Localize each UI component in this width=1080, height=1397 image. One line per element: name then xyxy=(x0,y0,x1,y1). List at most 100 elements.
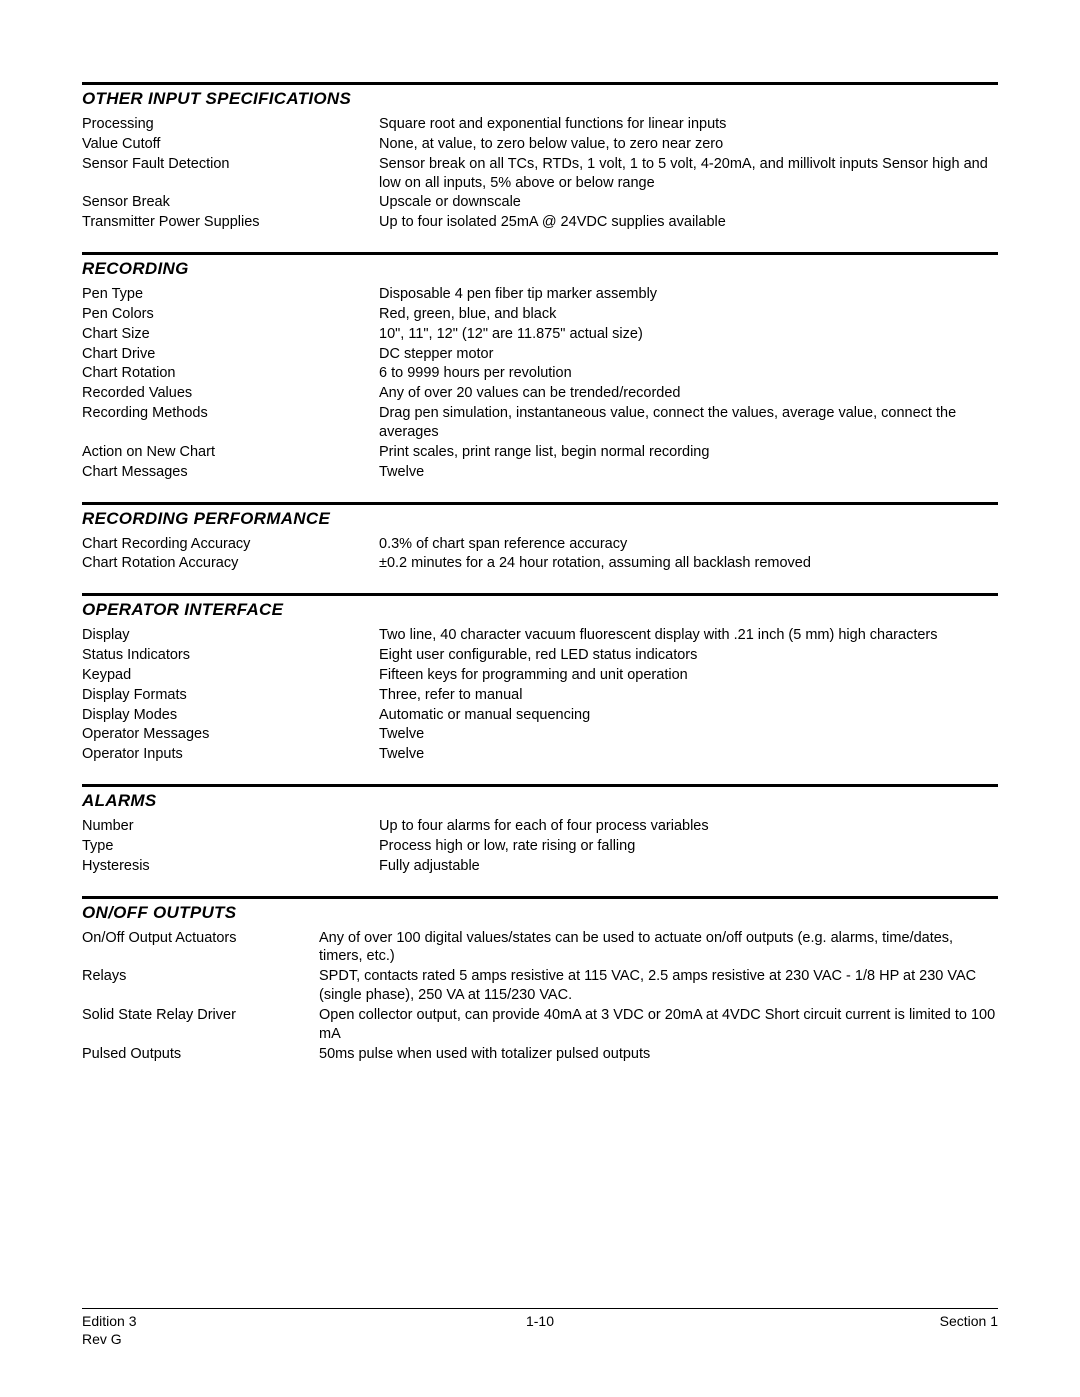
footer-row: Edition 3 1-10 Section 1 xyxy=(82,1313,998,1329)
spec-value: Twelve xyxy=(379,745,998,764)
spec-value: Print scales, print range list, begin no… xyxy=(379,443,998,462)
spec-label: Chart Drive xyxy=(82,345,379,364)
spec-label: On/Off Output Actuators xyxy=(82,929,319,948)
spec-label: Chart Rotation xyxy=(82,364,379,383)
spec-value: Three, refer to manual xyxy=(379,686,998,705)
spec-row: Chart Rotation6 to 9999 hours per revolu… xyxy=(82,364,998,383)
section-rule xyxy=(82,593,998,596)
spec-value: DC stepper motor xyxy=(379,345,998,364)
spec-row: Operator InputsTwelve xyxy=(82,745,998,764)
spec-row: Chart Size10", 11", 12" (12" are 11.875"… xyxy=(82,325,998,344)
spec-label: Transmitter Power Supplies xyxy=(82,213,379,232)
section: ON/OFF OUTPUTS On/Off Output ActuatorsAny… xyxy=(82,896,998,1064)
spec-value: Red, green, blue, and black xyxy=(379,305,998,324)
spec-row: Status IndicatorsEight user configurable… xyxy=(82,646,998,665)
footer-section: Section 1 xyxy=(798,1313,998,1329)
section-title: RECORDING xyxy=(82,259,998,279)
spec-value: SPDT, contacts rated 5 amps resistive at… xyxy=(319,967,998,1005)
spec-value: Upscale or downscale xyxy=(379,193,998,212)
spec-label: Chart Recording Accuracy xyxy=(82,535,379,554)
spec-row: NumberUp to four alarms for each of four… xyxy=(82,817,998,836)
spec-label: Number xyxy=(82,817,379,836)
spec-label: Display xyxy=(82,626,379,645)
spec-label: Recorded Values xyxy=(82,384,379,403)
spec-value: Fully adjustable xyxy=(379,857,998,876)
spec-value: Any of over 20 values can be trended/rec… xyxy=(379,384,998,403)
spec-label: Operator Inputs xyxy=(82,745,379,764)
spec-label: Sensor Break xyxy=(82,193,379,212)
spec-value: Up to four alarms for each of four proce… xyxy=(379,817,998,836)
spec-row: Chart Recording Accuracy0.3% of chart sp… xyxy=(82,535,998,554)
spec-rows: ProcessingSquare root and exponential fu… xyxy=(82,115,998,232)
spec-row: Sensor Fault DetectionSensor break on al… xyxy=(82,155,998,193)
spec-label: Chart Rotation Accuracy xyxy=(82,554,379,573)
spec-row: TypeProcess high or low, rate rising or … xyxy=(82,837,998,856)
spec-row: KeypadFifteen keys for programming and u… xyxy=(82,666,998,685)
spec-row: Pulsed Outputs50ms pulse when used with … xyxy=(82,1045,998,1064)
spec-row: Display FormatsThree, refer to manual xyxy=(82,686,998,705)
spec-value: Fifteen keys for programming and unit op… xyxy=(379,666,998,685)
spec-value: ±0.2 minutes for a 24 hour rotation, ass… xyxy=(379,554,998,573)
spec-rows: Pen TypeDisposable 4 pen fiber tip marke… xyxy=(82,285,998,481)
spec-label: Chart Size xyxy=(82,325,379,344)
spec-value: Sensor break on all TCs, RTDs, 1 volt, 1… xyxy=(379,155,998,193)
section-rule xyxy=(82,784,998,787)
spec-value: 10", 11", 12" (12" are 11.875" actual si… xyxy=(379,325,998,344)
spec-value: Disposable 4 pen fiber tip marker assemb… xyxy=(379,285,998,304)
spec-row: Sensor BreakUpscale or downscale xyxy=(82,193,998,212)
footer-rev: Rev G xyxy=(82,1331,998,1347)
spec-label: Display Modes xyxy=(82,706,379,725)
spec-row: Chart Rotation Accuracy±0.2 minutes for … xyxy=(82,554,998,573)
spec-row: Display ModesAutomatic or manual sequenc… xyxy=(82,706,998,725)
spec-rows: Chart Recording Accuracy0.3% of chart sp… xyxy=(82,535,998,574)
section-title: OPERATOR INTERFACE xyxy=(82,600,998,620)
section-title: ALARMS xyxy=(82,791,998,811)
spec-row: Value CutoffNone, at value, to zero belo… xyxy=(82,135,998,154)
spec-value: Open collector output, can provide 40mA … xyxy=(319,1006,998,1044)
spec-row: Solid State Relay DriverOpen collector o… xyxy=(82,1006,998,1044)
section-title: ON/OFF OUTPUTS xyxy=(82,903,998,923)
spec-label: Recording Methods xyxy=(82,404,379,423)
spec-label: Solid State Relay Driver xyxy=(82,1006,319,1025)
spec-row: RelaysSPDT, contacts rated 5 amps resist… xyxy=(82,967,998,1005)
spec-label: Sensor Fault Detection xyxy=(82,155,379,174)
spec-rows: NumberUp to four alarms for each of four… xyxy=(82,817,998,876)
spec-label: Pulsed Outputs xyxy=(82,1045,319,1064)
spec-label: Operator Messages xyxy=(82,725,379,744)
spec-value: None, at value, to zero below value, to … xyxy=(379,135,998,154)
spec-value: Square root and exponential functions fo… xyxy=(379,115,998,134)
spec-value: Automatic or manual sequencing xyxy=(379,706,998,725)
spec-label: Hysteresis xyxy=(82,857,379,876)
spec-label: Keypad xyxy=(82,666,379,685)
section-rule xyxy=(82,896,998,899)
section-rule xyxy=(82,502,998,505)
page: OTHER INPUT SPECIFICATIONSProcessingSqua… xyxy=(0,0,1080,1397)
spec-row: HysteresisFully adjustable xyxy=(82,857,998,876)
spec-value: 50ms pulse when used with totalizer puls… xyxy=(319,1045,998,1064)
footer-page: 1-10 xyxy=(282,1313,798,1329)
section: OPERATOR INTERFACE DisplayTwo line, 40 ch… xyxy=(82,593,998,764)
spec-value: Two line, 40 character vacuum fluorescen… xyxy=(379,626,998,645)
spec-value: Any of over 100 digital values/states ca… xyxy=(319,929,998,967)
spec-value: 0.3% of chart span reference accuracy xyxy=(379,535,998,554)
spec-label: Display Formats xyxy=(82,686,379,705)
footer-rule xyxy=(82,1308,998,1309)
spec-value: Twelve xyxy=(379,463,998,482)
spec-row: Chart DriveDC stepper motor xyxy=(82,345,998,364)
spec-value: Up to four isolated 25mA @ 24VDC supplie… xyxy=(379,213,998,232)
spec-row: Pen TypeDisposable 4 pen fiber tip marke… xyxy=(82,285,998,304)
spec-rows: DisplayTwo line, 40 character vacuum flu… xyxy=(82,626,998,764)
spec-value: Process high or low, rate rising or fall… xyxy=(379,837,998,856)
footer-edition: Edition 3 xyxy=(82,1313,282,1329)
spec-row: ProcessingSquare root and exponential fu… xyxy=(82,115,998,134)
spec-row: DisplayTwo line, 40 character vacuum flu… xyxy=(82,626,998,645)
spec-row: Recording MethodsDrag pen simulation, in… xyxy=(82,404,998,442)
spec-label: Chart Messages xyxy=(82,463,379,482)
spec-label: Value Cutoff xyxy=(82,135,379,154)
spec-label: Processing xyxy=(82,115,379,134)
section-rule xyxy=(82,82,998,85)
section: RECORDING Pen TypeDisposable 4 pen fiber … xyxy=(82,252,998,481)
footer: Edition 3 1-10 Section 1 Rev G xyxy=(82,1308,998,1347)
sections: OTHER INPUT SPECIFICATIONSProcessingSqua… xyxy=(82,82,998,1064)
spec-label: Status Indicators xyxy=(82,646,379,665)
